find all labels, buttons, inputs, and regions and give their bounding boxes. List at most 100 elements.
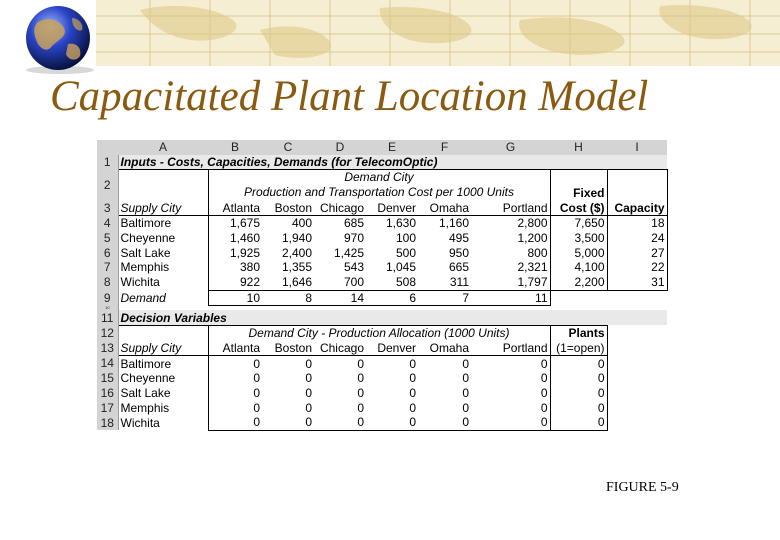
supply-city-cell[interactable]: Salt Lake bbox=[120, 385, 171, 400]
allocation-cell[interactable]: 0 bbox=[305, 400, 312, 415]
row-number[interactable]: 14 bbox=[97, 355, 119, 371]
capacity-header[interactable]: Capacity bbox=[606, 200, 668, 217]
cost-cell[interactable]: 922 bbox=[207, 274, 262, 291]
cost-cell[interactable]: 1,160 bbox=[438, 216, 469, 231]
allocation-cell[interactable]: 0 bbox=[409, 371, 416, 386]
supply-city-header[interactable]: Supply City bbox=[118, 200, 208, 217]
allocation-cell[interactable]: 0 bbox=[409, 356, 416, 371]
cost-cell[interactable]: 2,400 bbox=[281, 245, 312, 260]
demand-city-header[interactable]: Omaha bbox=[418, 340, 471, 357]
cell[interactable] bbox=[118, 324, 208, 341]
supply-city-cell[interactable]: Baltimore bbox=[120, 356, 172, 371]
demand-cell[interactable]: 10 bbox=[207, 290, 262, 307]
supply-city-cell[interactable]: Memphis bbox=[120, 260, 170, 275]
allocation-cell[interactable]: 0 bbox=[207, 415, 262, 431]
column-header[interactable]: B bbox=[208, 140, 262, 155]
cell[interactable] bbox=[607, 400, 667, 415]
row-number[interactable]: 12 bbox=[97, 325, 119, 341]
demand-city-header[interactable]: Portland bbox=[471, 340, 551, 357]
demand-cell[interactable]: 14 bbox=[314, 290, 366, 307]
capacity-cell[interactable]: 18 bbox=[606, 215, 668, 231]
cost-cell[interactable]: 2,321 bbox=[471, 260, 551, 275]
demand-city-header[interactable]: Atlanta bbox=[207, 340, 262, 357]
demand-city-header[interactable]: Chicago bbox=[314, 340, 366, 357]
fixed-cost-cell[interactable]: 7,650 bbox=[574, 216, 605, 231]
plant-open-cell[interactable]: 0 bbox=[550, 385, 608, 401]
allocation-cell[interactable]: 0 bbox=[471, 355, 551, 371]
demand-city-header[interactable]: Portland bbox=[471, 200, 551, 217]
inputs-title[interactable]: Inputs - Costs, Capacities, Demands (for… bbox=[118, 154, 667, 170]
demand-city-header[interactable]: Boston bbox=[262, 340, 314, 357]
demand-cell[interactable]: 6 bbox=[366, 290, 418, 307]
cost-cell[interactable]: 1,460 bbox=[207, 230, 262, 246]
cost-cell[interactable]: 400 bbox=[291, 216, 312, 231]
cost-cell[interactable]: 495 bbox=[448, 231, 469, 246]
plant-open-cell[interactable]: 0 bbox=[550, 400, 608, 415]
capacity-cell[interactable]: 27 bbox=[606, 245, 668, 261]
allocation-cell[interactable]: 0 bbox=[207, 400, 262, 415]
allocation-cell[interactable]: 0 bbox=[471, 370, 551, 386]
cell[interactable] bbox=[607, 371, 667, 386]
allocation-cell[interactable]: 0 bbox=[207, 385, 262, 401]
allocation-cell[interactable]: 0 bbox=[305, 385, 312, 400]
cost-cell[interactable]: 1,675 bbox=[207, 215, 262, 231]
supply-city-cell[interactable]: Wichita bbox=[120, 275, 160, 290]
allocation-cell[interactable]: 0 bbox=[471, 385, 551, 401]
capacity-cell[interactable]: 24 bbox=[606, 230, 668, 246]
demand-cell[interactable]: 8 bbox=[262, 290, 314, 307]
cost-cell[interactable]: 1,925 bbox=[207, 245, 262, 261]
cell[interactable] bbox=[607, 356, 667, 371]
cost-cell[interactable]: 311 bbox=[418, 274, 471, 291]
plant-open-cell[interactable]: 0 bbox=[550, 355, 608, 371]
cell[interactable] bbox=[607, 341, 667, 356]
cost-cell[interactable]: 700 bbox=[314, 274, 366, 291]
cost-cell[interactable]: 1,200 bbox=[471, 230, 551, 246]
supply-city-cell[interactable]: Cheyenne bbox=[120, 231, 176, 246]
column-header[interactable]: C bbox=[262, 140, 314, 155]
column-header[interactable]: H bbox=[550, 140, 607, 155]
cost-cell[interactable]: 500 bbox=[395, 245, 416, 260]
cell[interactable] bbox=[550, 290, 607, 306]
supply-city-header[interactable]: Supply City bbox=[118, 340, 208, 357]
column-header[interactable]: I bbox=[607, 140, 667, 155]
demand-city-header[interactable]: Denver bbox=[366, 200, 418, 217]
cell[interactable] bbox=[607, 325, 667, 340]
demand-city-header[interactable]: Boston bbox=[262, 200, 314, 217]
cost-cell[interactable]: 1,045 bbox=[385, 260, 416, 275]
fixed-cost-cell[interactable]: 5,000 bbox=[574, 245, 605, 260]
row-number[interactable]: 13 bbox=[97, 340, 119, 356]
supply-city-cell[interactable]: Cheyenne bbox=[120, 371, 176, 386]
allocation-header[interactable]: Demand City - Production Allocation (100… bbox=[207, 324, 551, 341]
allocation-cell[interactable]: 0 bbox=[357, 385, 364, 400]
supply-city-cell[interactable]: Wichita bbox=[120, 415, 160, 430]
demand-cell[interactable]: 11 bbox=[471, 290, 551, 307]
allocation-cell[interactable]: 0 bbox=[462, 356, 469, 371]
row-number[interactable]: 9 bbox=[97, 290, 119, 306]
allocation-cell[interactable]: 0 bbox=[462, 385, 469, 400]
allocation-cell[interactable]: 0 bbox=[207, 355, 262, 371]
cost-cell[interactable]: 1,940 bbox=[281, 231, 312, 246]
supply-city-cell[interactable]: Baltimore bbox=[120, 216, 172, 231]
cost-cell[interactable]: 1,797 bbox=[471, 274, 551, 291]
row-number[interactable]: 2 bbox=[97, 169, 119, 201]
row-number[interactable]: 10 bbox=[97, 305, 119, 311]
allocation-cell[interactable]: 0 bbox=[305, 371, 312, 386]
cost-cell[interactable]: 508 bbox=[366, 274, 418, 291]
cost-cell[interactable]: 665 bbox=[448, 260, 469, 275]
column-header[interactable]: D bbox=[314, 140, 366, 155]
column-header[interactable]: E bbox=[366, 140, 418, 155]
fixed-cost-cell[interactable]: 3,500 bbox=[574, 231, 605, 246]
cost-cell[interactable]: 100 bbox=[395, 231, 416, 246]
cost-cell[interactable]: 380 bbox=[207, 260, 262, 275]
row-number[interactable]: 6 bbox=[97, 245, 119, 261]
row-number[interactable]: 5 bbox=[97, 230, 119, 246]
allocation-cell[interactable]: 0 bbox=[357, 400, 364, 415]
plant-open-cell[interactable]: 0 bbox=[550, 415, 608, 431]
decision-variables-title[interactable]: Decision Variables bbox=[118, 310, 667, 326]
row-number[interactable]: 4 bbox=[97, 215, 119, 231]
allocation-cell[interactable]: 0 bbox=[262, 415, 314, 431]
allocation-cell[interactable]: 0 bbox=[462, 371, 469, 386]
allocation-cell[interactable]: 0 bbox=[409, 385, 416, 400]
allocation-cell[interactable]: 0 bbox=[314, 415, 366, 431]
open-flag-header[interactable]: (1=open) bbox=[550, 340, 608, 357]
